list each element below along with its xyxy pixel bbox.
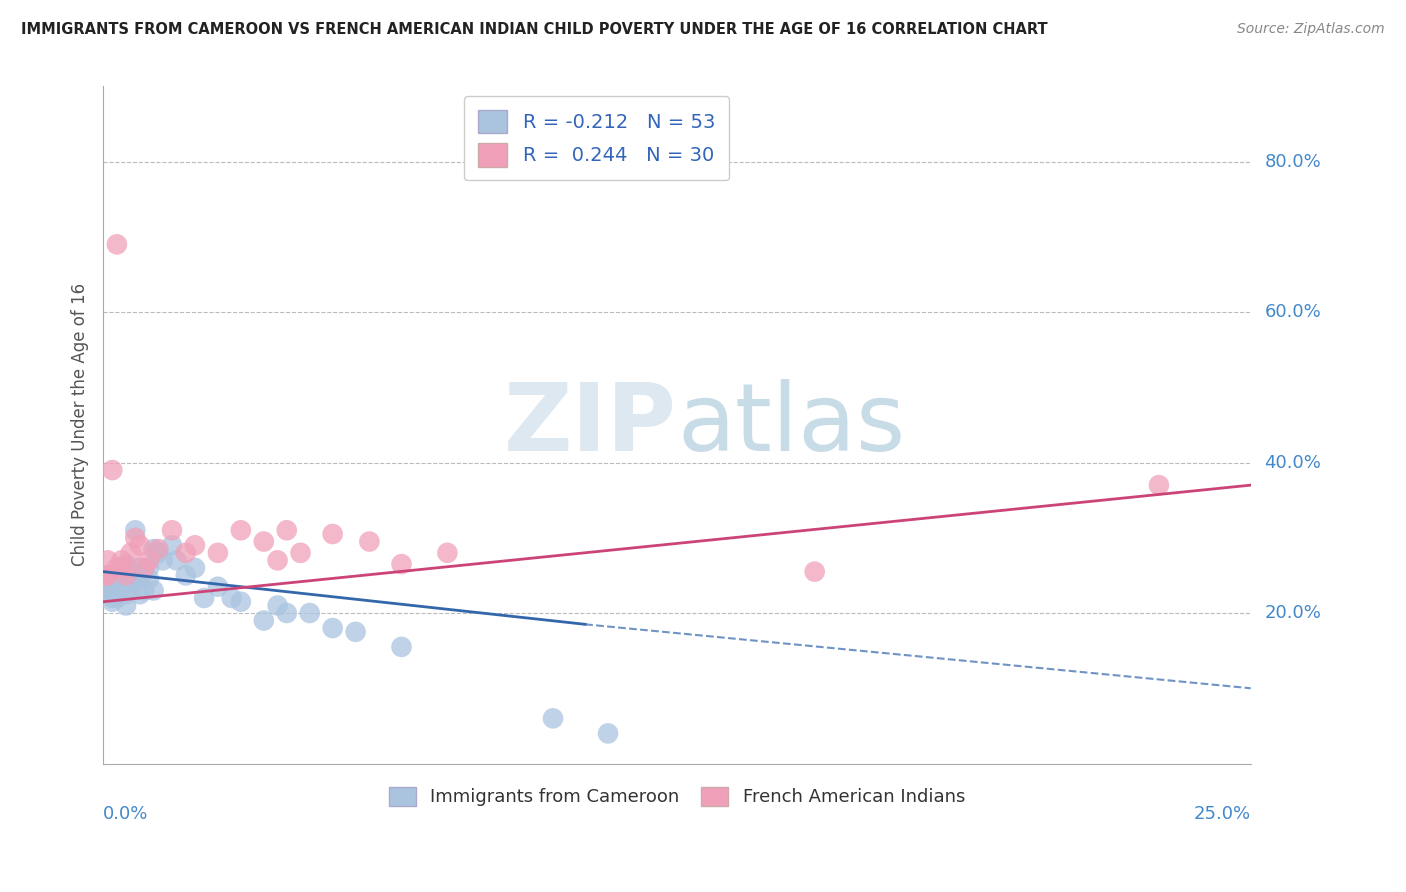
Point	[101, 576, 124, 591]
Point	[115, 568, 138, 582]
Point	[276, 523, 298, 537]
Point	[138, 561, 160, 575]
Point	[207, 580, 229, 594]
Point	[97, 568, 120, 582]
Point	[152, 553, 174, 567]
Point	[120, 565, 142, 579]
Point	[160, 523, 183, 537]
Point	[101, 583, 124, 598]
Point	[166, 553, 188, 567]
Point	[229, 523, 252, 537]
Point	[184, 561, 207, 575]
Point	[124, 568, 146, 582]
Point	[105, 237, 128, 252]
Point	[803, 565, 825, 579]
Point	[142, 542, 165, 557]
Text: 40.0%: 40.0%	[1264, 453, 1322, 472]
Point	[436, 546, 458, 560]
Point	[134, 583, 156, 598]
Point	[596, 726, 619, 740]
Point	[266, 599, 288, 613]
Point	[1147, 478, 1170, 492]
Text: ZIP: ZIP	[505, 379, 676, 471]
Point	[290, 546, 312, 560]
Point	[94, 568, 117, 582]
Point	[221, 591, 243, 605]
Point	[359, 534, 381, 549]
Point	[148, 542, 170, 557]
Text: 0.0%: 0.0%	[103, 805, 149, 823]
Point	[115, 599, 138, 613]
Point	[322, 527, 344, 541]
Point	[94, 580, 117, 594]
Point	[124, 531, 146, 545]
Point	[128, 538, 150, 552]
Point	[120, 583, 142, 598]
Point	[174, 568, 197, 582]
Point	[120, 546, 142, 560]
Point	[124, 523, 146, 537]
Legend: Immigrants from Cameroon, French American Indians: Immigrants from Cameroon, French America…	[380, 778, 974, 815]
Text: 80.0%: 80.0%	[1264, 153, 1322, 170]
Point	[115, 568, 138, 582]
Point	[134, 565, 156, 579]
Point	[391, 640, 413, 654]
Point	[105, 576, 128, 591]
Point	[110, 580, 132, 594]
Point	[229, 595, 252, 609]
Point	[298, 606, 321, 620]
Point	[266, 553, 288, 567]
Point	[276, 606, 298, 620]
Text: atlas: atlas	[676, 379, 905, 471]
Text: 20.0%: 20.0%	[1264, 604, 1322, 622]
Point	[97, 583, 120, 598]
Point	[253, 614, 276, 628]
Point	[105, 580, 128, 594]
Point	[128, 561, 150, 575]
Point	[207, 546, 229, 560]
Point	[115, 561, 138, 575]
Point	[105, 591, 128, 605]
Point	[128, 572, 150, 586]
Point	[148, 546, 170, 560]
Point	[128, 587, 150, 601]
Text: IMMIGRANTS FROM CAMEROON VS FRENCH AMERICAN INDIAN CHILD POVERTY UNDER THE AGE O: IMMIGRANTS FROM CAMEROON VS FRENCH AMERI…	[21, 22, 1047, 37]
Point	[110, 561, 132, 575]
Point	[110, 568, 132, 582]
Point	[115, 576, 138, 591]
Point	[193, 591, 215, 605]
Point	[138, 572, 160, 586]
Point	[391, 557, 413, 571]
Point	[98, 580, 121, 594]
Point	[97, 553, 120, 567]
Point	[344, 624, 367, 639]
Point	[541, 711, 564, 725]
Text: Source: ZipAtlas.com: Source: ZipAtlas.com	[1237, 22, 1385, 37]
Point	[115, 557, 138, 571]
Point	[101, 591, 124, 605]
Point	[134, 561, 156, 575]
Point	[110, 553, 132, 567]
Y-axis label: Child Poverty Under the Age of 16: Child Poverty Under the Age of 16	[72, 284, 89, 566]
Point	[101, 463, 124, 477]
Point	[138, 553, 160, 567]
Point	[105, 568, 128, 582]
Point	[174, 546, 197, 560]
Text: 60.0%: 60.0%	[1264, 303, 1322, 321]
Point	[105, 561, 128, 575]
Point	[253, 534, 276, 549]
Point	[160, 538, 183, 552]
Point	[115, 587, 138, 601]
Point	[97, 572, 120, 586]
Point	[184, 538, 207, 552]
Point	[322, 621, 344, 635]
Point	[120, 572, 142, 586]
Point	[142, 583, 165, 598]
Text: 25.0%: 25.0%	[1194, 805, 1251, 823]
Point	[101, 595, 124, 609]
